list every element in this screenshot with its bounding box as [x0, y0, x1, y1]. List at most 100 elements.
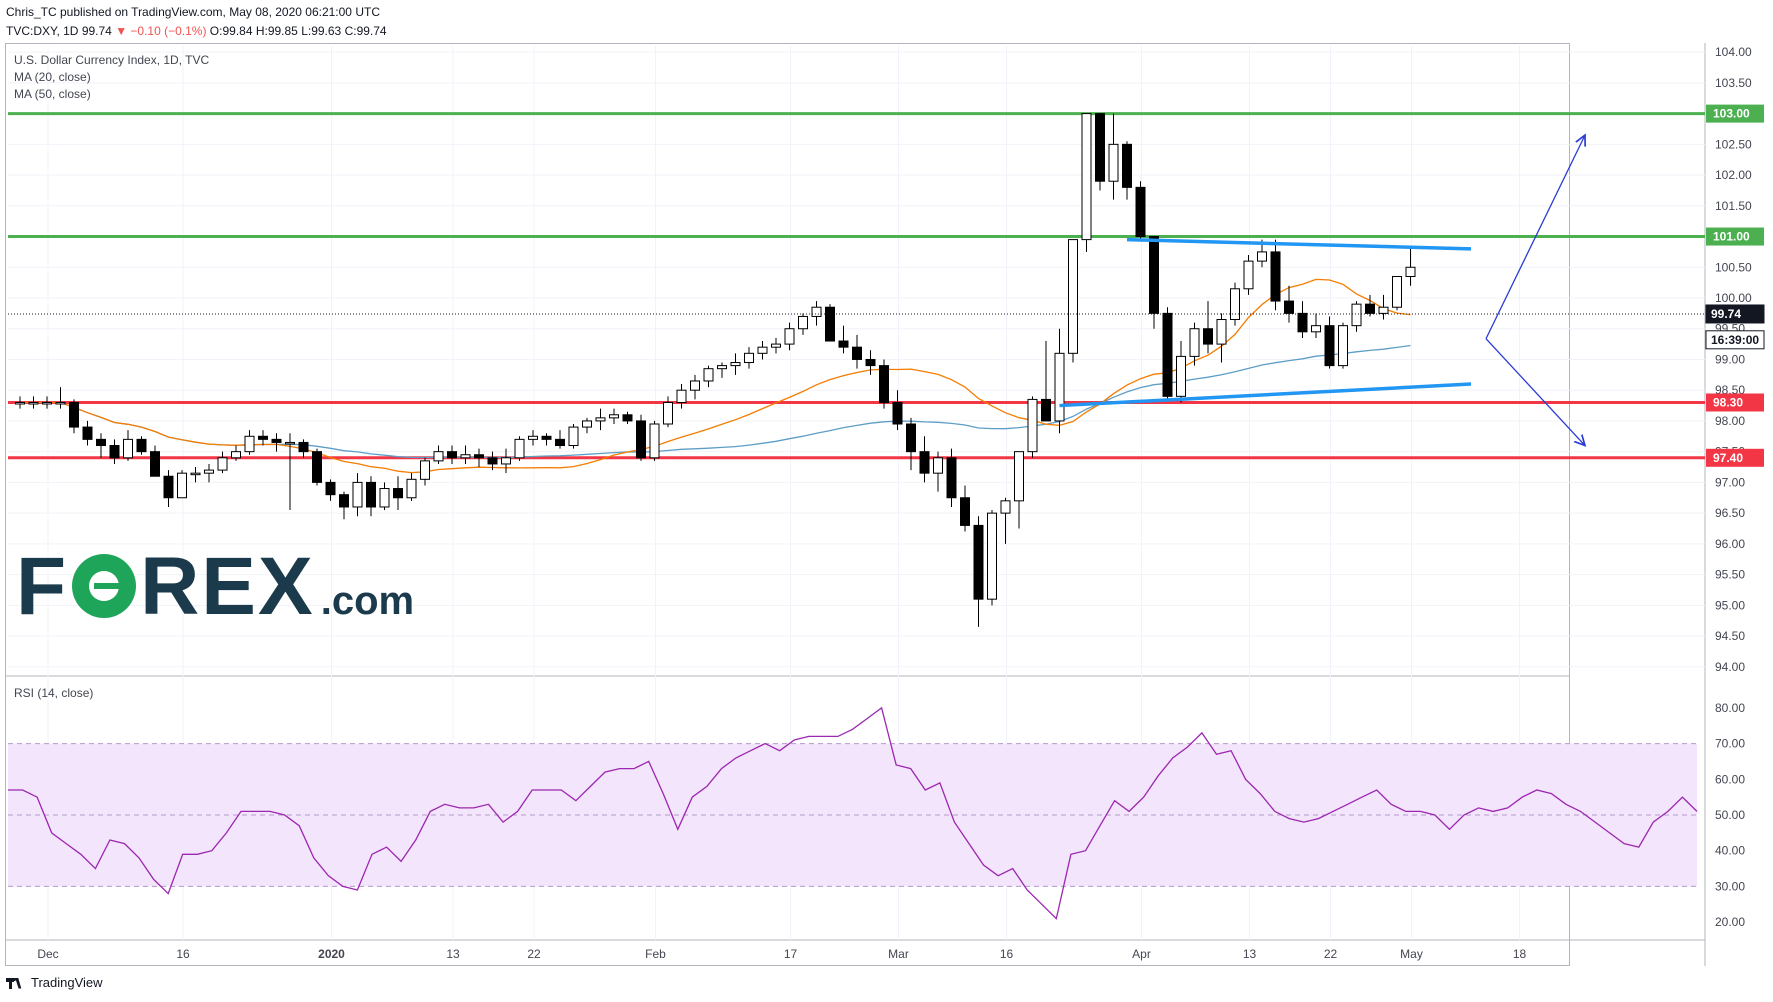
candle-body [1257, 251, 1267, 262]
symbol: TVC:DXY, 1D [6, 24, 79, 38]
candle-body [433, 451, 444, 462]
candle-body [1392, 275, 1402, 308]
candle-body [1324, 325, 1335, 367]
candle-body [582, 420, 592, 428]
price-tick-label: 96.00 [1715, 537, 1745, 551]
rsi-tick-label: 70.00 [1715, 737, 1745, 751]
candle-body [1378, 306, 1389, 314]
price-tick-label: 99.00 [1715, 352, 1745, 366]
ma20-line [20, 278, 1411, 474]
candle-body [541, 435, 552, 440]
candle-body [744, 352, 754, 364]
price-tick-label: 95.50 [1715, 568, 1745, 582]
price-tick-label: 104.00 [1715, 45, 1752, 59]
candle-body [1081, 113, 1092, 241]
rsi-tick-label: 40.00 [1715, 844, 1745, 858]
price-tag: 16:39:00 [1705, 330, 1765, 350]
candle-body [703, 368, 714, 382]
rsi-tick-label: 30.00 [1715, 879, 1745, 893]
candle-body [1014, 451, 1024, 502]
candle-body [973, 524, 984, 600]
time-tick-label: Dec [37, 947, 58, 961]
forex-logo: F REX .com [16, 540, 414, 632]
time-axis: Dec 16 2020 13 22 Feb 17 Mar 16 Apr 13 22 May 18 [37, 947, 1526, 961]
price-tick-label: 101.50 [1715, 199, 1752, 213]
candle-body [1162, 312, 1173, 397]
candle-body [379, 488, 390, 508]
candle-body [609, 414, 619, 419]
price-tag-bg [1705, 304, 1765, 324]
candle-body [636, 420, 646, 459]
candle-body [190, 472, 201, 476]
level-tag-bg [1706, 104, 1764, 123]
candle-body [1338, 325, 1348, 367]
candle-body [1176, 355, 1186, 397]
candle-body [919, 451, 930, 474]
price-tick-label: 94.00 [1715, 660, 1745, 674]
candle-body [838, 340, 849, 348]
candle-body [1041, 398, 1051, 422]
candle-body [1122, 143, 1132, 188]
projection-arrow [1485, 338, 1585, 446]
time-tick-label: 18 [1513, 947, 1527, 961]
candle-body [298, 441, 309, 453]
price-tick-label: 100.50 [1715, 260, 1752, 274]
candle-body [460, 454, 471, 459]
price-tick-label: 103.50 [1715, 76, 1752, 90]
price-tag-label: 99.74 [1711, 307, 1741, 321]
candle-body [123, 438, 133, 459]
time-tick-label: 17 [784, 947, 798, 961]
candle-body [514, 438, 525, 459]
price-tick-label: 96.50 [1715, 506, 1745, 520]
candle-body [69, 401, 79, 428]
candle-body [28, 401, 39, 405]
candle-body [406, 478, 417, 499]
level-tag-bg [1706, 227, 1764, 246]
candle-body [784, 328, 795, 345]
candle-body [447, 451, 457, 459]
candle-body [852, 346, 862, 360]
level-tag-label: 97.40 [1713, 451, 1743, 465]
legend-ma50: MA (50, close) [14, 87, 91, 101]
candle-body [231, 451, 241, 459]
candle-body [987, 512, 997, 600]
level-tag-label: 98.30 [1713, 395, 1743, 409]
tradingview-footer[interactable]: TradingView [6, 975, 103, 990]
price-change: ▼ −0.10 (−0.1%) [115, 24, 207, 38]
candle-body [96, 438, 106, 447]
price-tick-label: 100.00 [1715, 291, 1752, 305]
price-tick-label: 94.50 [1715, 629, 1745, 643]
price-tag: 99.74 [1705, 304, 1765, 324]
chart-frame [5, 43, 1570, 966]
level-price-tag: 103.00 [1706, 104, 1764, 123]
level-tag-label: 101.00 [1713, 230, 1750, 244]
price-tag-bg [1705, 330, 1765, 350]
candle-body [649, 423, 660, 459]
projection-arrow [1485, 135, 1585, 340]
candle-body [960, 497, 970, 526]
time-tick-label: 16 [1000, 947, 1014, 961]
candle-body [352, 481, 363, 508]
candle-body [285, 441, 295, 445]
price-tag-label: 16:39:00 [1711, 333, 1759, 347]
candle-body [730, 362, 741, 367]
chart-header: Chris_TC published on TradingView.com, M… [6, 4, 387, 39]
time-tick-label: 13 [446, 947, 460, 961]
candle-body [15, 401, 25, 405]
candle-body [1270, 251, 1281, 302]
candle-body [1027, 398, 1038, 453]
candle-body [136, 438, 147, 453]
candle-body [204, 469, 214, 474]
candle-body [177, 472, 187, 499]
time-tick-label: 16 [176, 947, 190, 961]
candle-body [595, 417, 606, 422]
logo-domain: .com [320, 579, 415, 623]
level-price-tag: 101.00 [1706, 227, 1764, 246]
candle-body [1405, 266, 1416, 277]
candle-body [1095, 113, 1105, 182]
candle-body [1189, 328, 1200, 357]
candle-body [622, 414, 633, 422]
candle-body [555, 438, 565, 447]
price-tick-label: 97.00 [1715, 475, 1745, 489]
